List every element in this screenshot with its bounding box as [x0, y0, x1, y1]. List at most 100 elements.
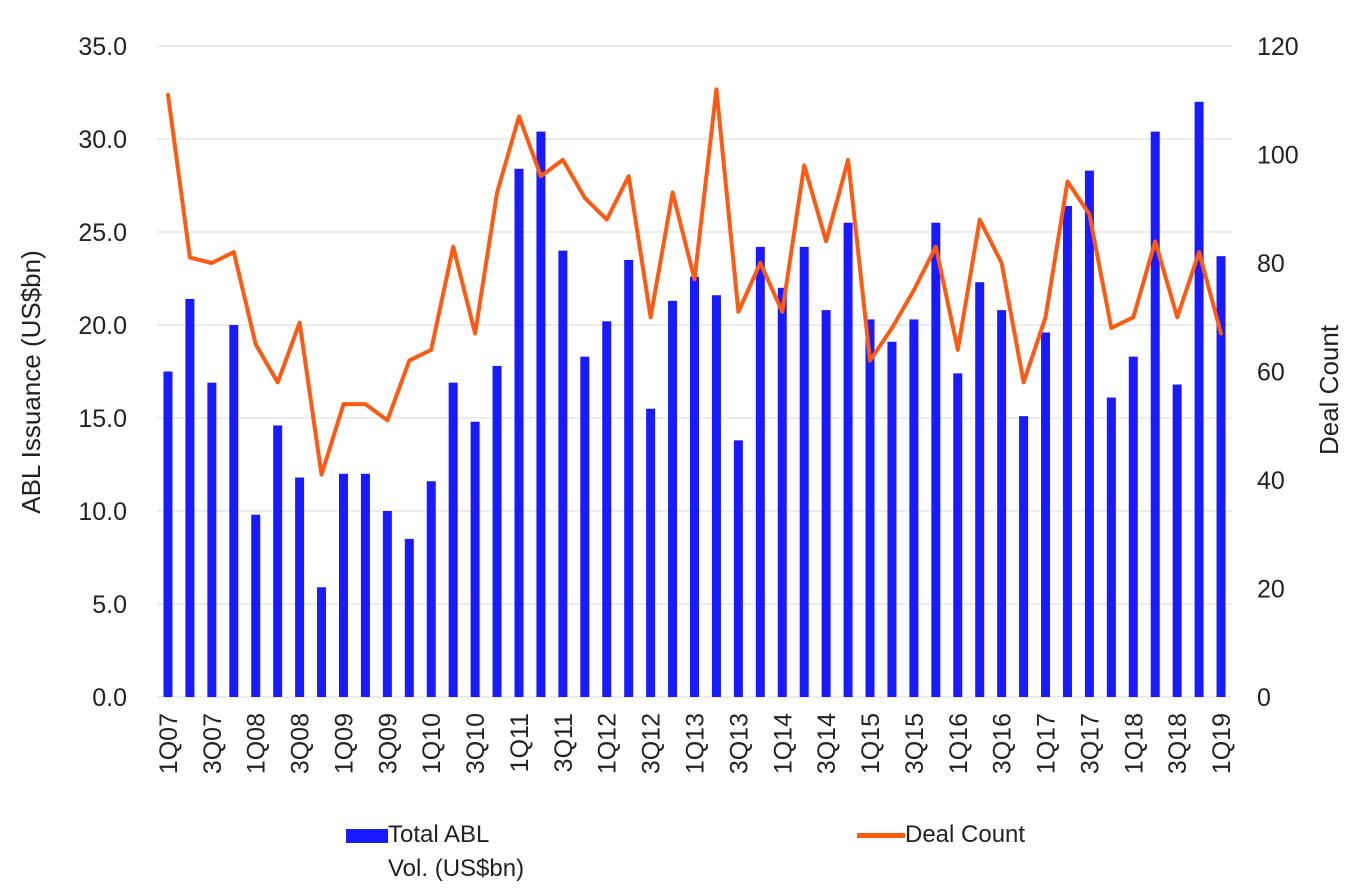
bar-3Q14: [821, 310, 831, 697]
x-tick-label: 1Q19: [1208, 713, 1236, 774]
legend-label-deal-count: Deal Count: [905, 821, 1026, 848]
x-tick-label: 1Q13: [682, 713, 710, 774]
bar-4Q09: [404, 538, 414, 697]
left-tick-label: 20.0: [78, 312, 127, 340]
bar-1Q17: [1041, 332, 1051, 697]
bar-2Q11: [536, 131, 546, 697]
left-tick-label: 10.0: [78, 498, 127, 526]
x-tick-label: 1Q10: [418, 713, 446, 774]
bar-2Q13: [711, 295, 721, 697]
x-tick-label: 3Q11: [550, 713, 578, 772]
right-tick-label: 0: [1257, 684, 1271, 712]
bar-4Q17: [1106, 397, 1116, 697]
bar-1Q08: [251, 514, 261, 697]
bar-series: [163, 101, 1226, 698]
bar-3Q11: [558, 250, 568, 697]
left-tick-label: 35.0: [78, 33, 127, 61]
bar-3Q07: [207, 382, 217, 697]
x-tick-label: 3Q10: [462, 713, 490, 774]
x-tick-label: 1Q08: [243, 713, 271, 774]
bar-4Q08: [317, 587, 327, 697]
x-tick-label: 1Q09: [330, 713, 358, 774]
bar-2Q16: [975, 282, 985, 697]
x-tick-label: 1Q12: [594, 713, 622, 774]
bar-4Q16: [1019, 416, 1029, 697]
bar-2Q17: [1062, 205, 1072, 697]
bar-4Q15: [931, 222, 941, 697]
left-tick-label: 15.0: [78, 405, 127, 433]
bar-3Q17: [1084, 170, 1094, 697]
x-tick-label: 1Q14: [769, 713, 797, 774]
bar-1Q15: [865, 319, 875, 697]
bar-4Q12: [668, 300, 678, 697]
bar-1Q19: [1216, 256, 1226, 697]
bar-4Q13: [755, 246, 765, 697]
x-tick-label: 1Q11: [506, 713, 534, 772]
bar-2Q07: [185, 298, 195, 697]
x-tick-label: 1Q16: [945, 713, 973, 774]
x-tick-label: 1Q18: [1120, 713, 1148, 774]
left-axis-ticks: 0.0 5.0 10.0 15.0 20.0 25.0 30.0 35.0: [78, 33, 127, 712]
legend-item-deal-count: Deal Count: [857, 818, 1025, 852]
bar-2Q09: [360, 473, 370, 697]
bar-1Q14: [777, 287, 787, 697]
x-tick-label: 1Q07: [155, 713, 183, 774]
x-tick-label: 1Q17: [1033, 713, 1061, 774]
x-tick-label: 3Q18: [1164, 713, 1192, 774]
x-tick-label: 3Q13: [725, 713, 753, 774]
left-tick-label: 30.0: [78, 126, 127, 154]
bar-2Q08: [273, 425, 283, 697]
bar-2Q12: [624, 259, 634, 697]
x-tick-label: 3Q17: [1076, 713, 1104, 774]
left-tick-label: 0.0: [92, 684, 127, 712]
right-tick-label: 120: [1257, 33, 1299, 61]
bar-3Q18: [1172, 384, 1182, 697]
x-tick-label: 3Q14: [813, 713, 841, 774]
legend-item-total-abl: Total ABL Vol. (US$bn): [346, 818, 546, 886]
bar-1Q13: [690, 276, 699, 697]
bar-1Q07: [163, 371, 173, 697]
x-axis-ticks: 1Q07 3Q07 1Q08 3Q08 1Q09 3Q09 1Q10 3Q10 1Q11 3Q11…: [155, 713, 1236, 774]
bar-4Q07: [229, 325, 239, 697]
right-tick-label: 40: [1257, 467, 1285, 495]
left-axis-title: ABL Issuance (US$bn): [16, 250, 46, 514]
x-tick-label: 3Q07: [199, 713, 227, 774]
bar-3Q15: [909, 319, 919, 697]
combo-chart: 0.0 5.0 10.0 15.0 20.0 25.0 30.0 35.0 0 20 40 60 80…: [16, 33, 1344, 774]
bar-1Q10: [426, 481, 436, 697]
x-tick-label: 3Q12: [638, 713, 666, 774]
bar-1Q11: [514, 168, 524, 697]
right-tick-label: 20: [1257, 576, 1285, 604]
x-tick-label: 3Q15: [901, 713, 929, 774]
bar-2Q15: [887, 341, 897, 697]
legend-label-total-abl-line1: Total ABL: [388, 821, 490, 848]
bar-4Q11: [580, 356, 590, 697]
x-tick-label: 3Q16: [989, 713, 1017, 774]
bar-2Q10: [448, 382, 458, 697]
left-tick-label: 5.0: [92, 591, 127, 619]
right-axis-ticks: 0 20 40 60 80 100 120: [1257, 33, 1299, 712]
bar-1Q16: [953, 373, 963, 697]
left-tick-label: 25.0: [78, 219, 127, 247]
right-axis-title: Deal Count: [1314, 324, 1344, 455]
line-series: [166, 87, 1223, 477]
bar-4Q18: [1194, 101, 1204, 698]
bar-4Q10: [492, 365, 502, 697]
legend-line-swatch: [857, 833, 905, 839]
bar-1Q12: [602, 321, 612, 697]
bar-1Q18: [1128, 356, 1138, 697]
bar-1Q09: [338, 473, 348, 697]
bar-3Q09: [382, 511, 392, 697]
legend-bar-swatch: [346, 828, 388, 843]
bar-2Q14: [799, 246, 809, 697]
legend-label-total-abl-line2: Vol. (US$bn): [388, 855, 525, 882]
bar-4Q14: [843, 222, 853, 697]
bar-3Q13: [733, 440, 743, 697]
bar-3Q08: [295, 477, 305, 697]
bar-3Q12: [646, 408, 656, 697]
x-tick-label: 3Q08: [287, 713, 315, 774]
right-tick-label: 100: [1257, 142, 1299, 170]
x-tick-label: 3Q09: [374, 713, 402, 774]
bar-3Q10: [470, 421, 480, 697]
x-tick-label: 1Q15: [857, 713, 885, 774]
